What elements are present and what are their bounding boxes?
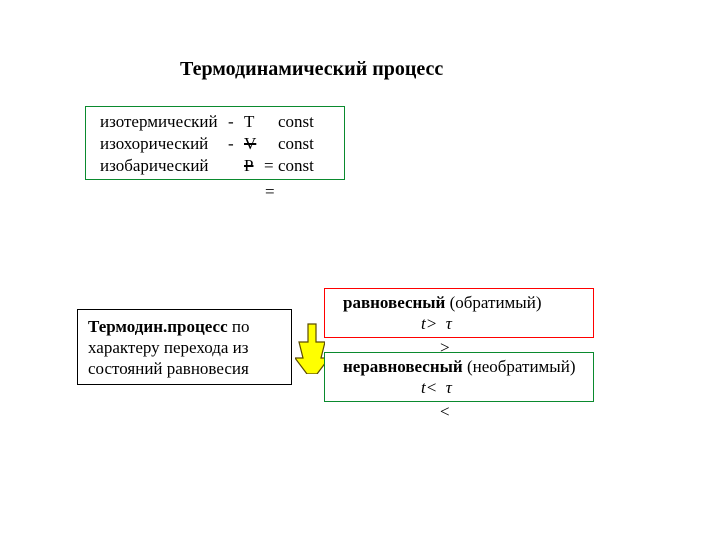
equilibrium-bold: равновесный [343, 293, 445, 312]
param-row: изохорический - V const [100, 133, 334, 155]
character-box: Термодин.процесс по характеру перехода и… [77, 309, 292, 385]
rel-op: > [426, 314, 437, 333]
param-dash: - [228, 133, 244, 155]
param-const: const [278, 155, 314, 177]
param-eq: = [264, 155, 278, 177]
character-rest: по [228, 317, 250, 336]
arrow-shape [295, 324, 325, 374]
equilibrium-title: равновесный (обратимый) [343, 292, 583, 313]
nonequilibrium-rest: (необратимый) [463, 357, 576, 376]
param-eq [264, 111, 278, 133]
character-line: Термодин.процесс по [88, 316, 281, 337]
param-symbol: V [244, 133, 264, 155]
param-symbol: T [244, 111, 264, 133]
param-label: изохорический [100, 133, 228, 155]
nonequilibrium-title: неравновесный (необратимый) [343, 356, 583, 377]
rel-tau: τ [446, 314, 452, 333]
nonequilibrium-rel: t< τ [343, 377, 583, 398]
rel-tau: τ [446, 378, 452, 397]
rel-op: < [426, 378, 437, 397]
param-label: изотермический [100, 111, 228, 133]
param-row: изобарический P = const [100, 155, 334, 177]
page-title: Термодинамический процесс [180, 58, 443, 81]
param-box: изотермический - T const изохорический -… [85, 106, 345, 180]
param-dash [228, 155, 244, 177]
character-line: характеру перехода из [88, 337, 281, 358]
param-label: изобарический [100, 155, 228, 177]
param-row: изотермический - T const [100, 111, 334, 133]
equilibrium-rel: t> τ [343, 313, 583, 334]
nonequilibrium-sub-rel: < [440, 402, 450, 422]
param-eq [264, 133, 278, 155]
equilibrium-rest: (обратимый) [445, 293, 541, 312]
equilibrium-box: равновесный (обратимый) t> τ [324, 288, 594, 338]
param-dash: - [228, 111, 244, 133]
character-bold: Термодин.процесс [88, 317, 228, 336]
param-const: const [278, 133, 314, 155]
param-const: const [278, 111, 314, 133]
character-line: состояний равновесия [88, 358, 281, 379]
param-sub-eq: = [265, 182, 275, 202]
nonequilibrium-bold: неравновесный [343, 357, 463, 376]
split-arrow-icon [295, 322, 325, 374]
param-symbol: P [244, 155, 264, 177]
nonequilibrium-box: неравновесный (необратимый) t< τ [324, 352, 594, 402]
